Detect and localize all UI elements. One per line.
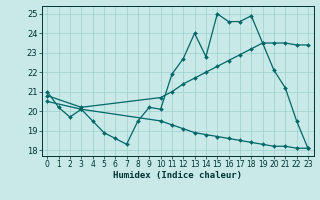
X-axis label: Humidex (Indice chaleur): Humidex (Indice chaleur) <box>113 171 242 180</box>
